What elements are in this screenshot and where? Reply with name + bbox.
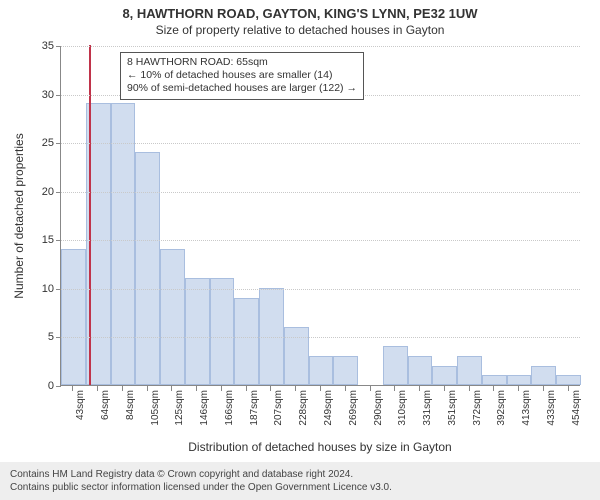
x-tick-mark [320,386,321,391]
x-tick-mark [246,386,247,391]
x-tick-mark [72,386,73,391]
x-tick-mark [147,386,148,391]
histogram-bar [135,152,160,385]
histogram-bar [284,327,309,385]
x-tick-mark [97,386,98,391]
histogram-bar [160,249,185,385]
x-tick-mark [196,386,197,391]
x-tick-mark [171,386,172,391]
x-tick-mark [270,386,271,391]
x-tick-label: 249sqm [323,390,334,430]
x-tick-label: 146sqm [199,390,210,430]
histogram-bar [507,375,532,385]
x-tick-label: 392sqm [496,390,507,430]
histogram-bar [210,278,235,385]
grid-line [61,143,580,144]
x-tick-label: 454sqm [571,390,582,430]
x-tick-label: 269sqm [348,390,359,430]
x-tick-mark [444,386,445,391]
x-tick-mark [122,386,123,391]
x-tick-label: 228sqm [298,390,309,430]
histogram-bar [61,249,86,385]
y-tick-mark [56,386,61,387]
x-tick-label: 372sqm [472,390,483,430]
histogram-bar [333,356,358,385]
y-tick-label: 10 [24,283,54,295]
grid-line [61,46,580,47]
grid-line [61,337,580,338]
histogram-bar [457,356,482,385]
chart-subtitle: Size of property relative to detached ho… [0,21,600,41]
x-tick-label: 310sqm [397,390,408,430]
histogram-bar [309,356,334,385]
x-tick-label: 351sqm [447,390,458,430]
y-tick-mark [56,46,61,47]
footer-line-2: Contains public sector information licen… [10,481,590,494]
annotation-line-2: ← 10% of detached houses are smaller (14… [127,69,357,82]
x-tick-mark [543,386,544,391]
x-tick-label: 207sqm [273,390,284,430]
histogram-bar [482,375,507,385]
y-tick-label: 30 [24,89,54,101]
y-tick-label: 0 [24,380,54,392]
figure-container: { "title": "8, HAWTHORN ROAD, GAYTON, KI… [0,0,600,500]
y-tick-mark [56,192,61,193]
x-tick-label: 43sqm [75,390,86,430]
x-tick-label: 84sqm [125,390,136,430]
y-tick-label: 35 [24,40,54,52]
y-axis-label: Number of detached properties [12,133,26,298]
property-marker-line [89,45,91,385]
y-tick-label: 5 [24,331,54,343]
annotation-box: 8 HAWTHORN ROAD: 65sqm ← 10% of detached… [120,52,364,100]
y-tick-mark [56,337,61,338]
x-tick-label: 187sqm [249,390,260,430]
x-tick-mark [518,386,519,391]
y-tick-mark [56,95,61,96]
x-tick-mark [295,386,296,391]
x-tick-label: 331sqm [422,390,433,430]
histogram-bar [259,288,284,385]
x-tick-label: 105sqm [150,390,161,430]
histogram-bar [111,103,136,385]
x-tick-mark [568,386,569,391]
x-tick-mark [469,386,470,391]
x-tick-mark [370,386,371,391]
grid-line [61,289,580,290]
x-axis-label: Distribution of detached houses by size … [60,440,580,454]
histogram-bar [531,366,556,385]
x-tick-label: 166sqm [224,390,235,430]
grid-line [61,192,580,193]
x-tick-mark [394,386,395,391]
annotation-line-1: 8 HAWTHORN ROAD: 65sqm [127,56,357,69]
x-tick-label: 125sqm [174,390,185,430]
x-tick-mark [345,386,346,391]
x-tick-mark [419,386,420,391]
histogram-bar [383,346,408,385]
annotation-line-3: 90% of semi-detached houses are larger (… [127,82,357,95]
y-tick-label: 15 [24,234,54,246]
footer-line-1: Contains HM Land Registry data © Crown c… [10,468,590,481]
chart-title: 8, HAWTHORN ROAD, GAYTON, KING'S LYNN, P… [0,0,600,21]
x-tick-label: 64sqm [100,390,111,430]
x-tick-label: 433sqm [546,390,557,430]
footer-attribution: Contains HM Land Registry data © Crown c… [0,462,600,500]
y-tick-mark [56,240,61,241]
x-tick-label: 290sqm [373,390,384,430]
y-tick-label: 20 [24,186,54,198]
y-tick-mark [56,143,61,144]
histogram-bar [234,298,259,385]
x-tick-label: 413sqm [521,390,532,430]
y-tick-label: 25 [24,137,54,149]
y-tick-mark [56,289,61,290]
histogram-bar [432,366,457,385]
grid-line [61,240,580,241]
histogram-bar [556,375,581,385]
histogram-bar [185,278,210,385]
chart-area: Number of detached properties Distributi… [60,46,580,416]
x-tick-mark [493,386,494,391]
histogram-bar [408,356,433,385]
x-tick-mark [221,386,222,391]
